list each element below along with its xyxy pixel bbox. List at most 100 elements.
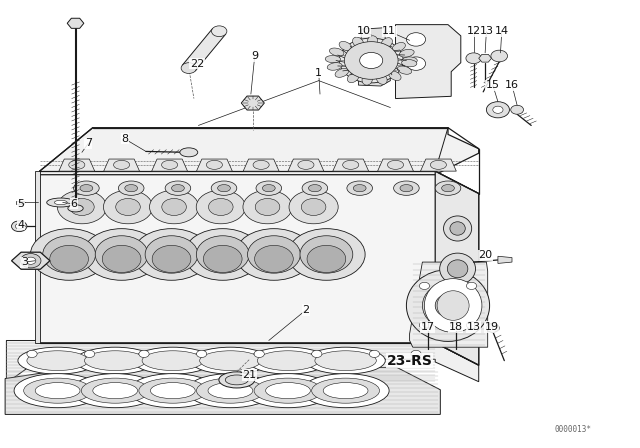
Ellipse shape xyxy=(196,190,245,224)
Ellipse shape xyxy=(422,283,474,328)
Circle shape xyxy=(84,350,95,358)
Circle shape xyxy=(486,323,499,332)
Ellipse shape xyxy=(129,374,216,408)
Polygon shape xyxy=(182,29,226,71)
Ellipse shape xyxy=(435,294,461,317)
Ellipse shape xyxy=(306,347,385,374)
Ellipse shape xyxy=(206,160,223,169)
Circle shape xyxy=(12,221,27,232)
Circle shape xyxy=(467,282,477,289)
Circle shape xyxy=(15,224,23,229)
Ellipse shape xyxy=(236,228,313,280)
Polygon shape xyxy=(196,159,232,171)
Text: 7: 7 xyxy=(84,138,92,148)
Ellipse shape xyxy=(68,160,85,169)
Polygon shape xyxy=(479,54,492,62)
Ellipse shape xyxy=(400,185,413,192)
Ellipse shape xyxy=(302,374,389,408)
Ellipse shape xyxy=(442,185,454,192)
Polygon shape xyxy=(396,25,461,99)
Circle shape xyxy=(493,106,503,113)
Ellipse shape xyxy=(387,160,404,169)
Text: 11: 11 xyxy=(382,26,396,36)
Circle shape xyxy=(511,105,524,114)
Circle shape xyxy=(26,257,36,264)
Ellipse shape xyxy=(150,190,198,224)
Polygon shape xyxy=(35,171,40,343)
Circle shape xyxy=(491,50,508,62)
Ellipse shape xyxy=(266,383,310,399)
Text: 20: 20 xyxy=(478,250,492,260)
Ellipse shape xyxy=(18,347,97,374)
Ellipse shape xyxy=(161,160,178,169)
Ellipse shape xyxy=(74,181,99,195)
Ellipse shape xyxy=(255,198,280,215)
Ellipse shape xyxy=(323,383,368,399)
Ellipse shape xyxy=(95,236,148,273)
Ellipse shape xyxy=(347,181,372,195)
Ellipse shape xyxy=(43,236,95,273)
Polygon shape xyxy=(40,128,479,175)
Polygon shape xyxy=(16,201,24,204)
Ellipse shape xyxy=(298,160,314,169)
Circle shape xyxy=(20,254,41,268)
Text: 17: 17 xyxy=(420,322,435,332)
Ellipse shape xyxy=(253,160,269,169)
Polygon shape xyxy=(67,18,84,28)
Text: 5: 5 xyxy=(18,199,24,209)
Ellipse shape xyxy=(218,185,230,192)
Ellipse shape xyxy=(254,378,322,403)
Text: 13: 13 xyxy=(479,26,493,36)
Circle shape xyxy=(27,350,37,358)
Ellipse shape xyxy=(392,43,405,52)
Circle shape xyxy=(467,322,477,329)
Text: 6: 6 xyxy=(70,199,77,209)
Ellipse shape xyxy=(152,246,191,272)
Ellipse shape xyxy=(187,374,274,408)
Ellipse shape xyxy=(102,246,141,272)
Ellipse shape xyxy=(76,347,155,374)
Ellipse shape xyxy=(225,375,248,385)
Ellipse shape xyxy=(348,73,359,82)
Ellipse shape xyxy=(335,69,349,78)
Ellipse shape xyxy=(208,383,253,399)
Ellipse shape xyxy=(257,351,319,370)
Ellipse shape xyxy=(24,378,92,403)
Ellipse shape xyxy=(184,228,262,280)
Ellipse shape xyxy=(27,351,88,370)
Circle shape xyxy=(312,350,322,358)
Ellipse shape xyxy=(125,185,138,192)
Ellipse shape xyxy=(204,246,242,272)
Text: 4: 4 xyxy=(17,220,25,230)
Ellipse shape xyxy=(394,181,419,195)
Text: 18: 18 xyxy=(449,322,463,332)
Ellipse shape xyxy=(444,297,472,322)
Ellipse shape xyxy=(307,246,346,272)
Ellipse shape xyxy=(302,181,328,195)
Text: 19: 19 xyxy=(484,322,499,332)
Ellipse shape xyxy=(58,190,106,224)
Ellipse shape xyxy=(381,38,392,48)
Text: 9: 9 xyxy=(251,51,259,61)
Ellipse shape xyxy=(255,246,293,272)
Polygon shape xyxy=(40,171,479,365)
Ellipse shape xyxy=(180,148,198,157)
Ellipse shape xyxy=(93,383,138,399)
Ellipse shape xyxy=(342,160,359,169)
Polygon shape xyxy=(104,159,140,171)
Text: 23-RS: 23-RS xyxy=(387,353,433,368)
Circle shape xyxy=(466,53,481,64)
Polygon shape xyxy=(420,159,456,171)
Ellipse shape xyxy=(139,378,207,403)
Polygon shape xyxy=(243,159,279,171)
Ellipse shape xyxy=(133,228,210,280)
Circle shape xyxy=(369,350,380,358)
Ellipse shape xyxy=(50,246,88,272)
Ellipse shape xyxy=(243,190,292,224)
Ellipse shape xyxy=(401,60,417,67)
Ellipse shape xyxy=(211,26,227,37)
Circle shape xyxy=(419,322,429,329)
Ellipse shape xyxy=(325,56,340,63)
Ellipse shape xyxy=(353,37,364,47)
Ellipse shape xyxy=(191,347,270,374)
